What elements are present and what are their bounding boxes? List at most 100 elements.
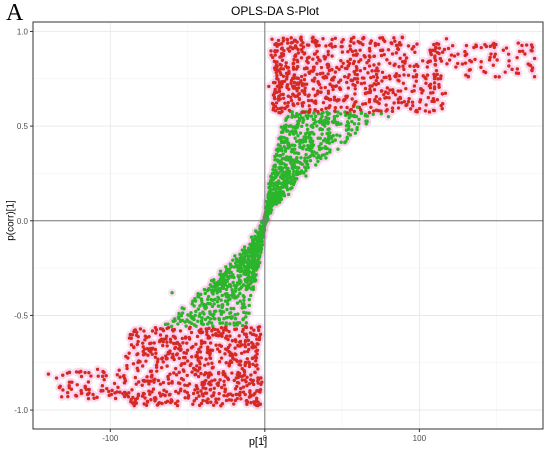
significant-point [392, 101, 396, 105]
nonsignificant-point [202, 287, 207, 292]
significant-point [190, 370, 194, 374]
nonsignificant-point [299, 145, 303, 150]
significant-point [383, 90, 388, 94]
nonsignificant-point [308, 154, 312, 159]
significant-point [434, 68, 439, 73]
nonsignificant-point [196, 307, 201, 311]
significant-point [299, 79, 303, 83]
significant-point [384, 75, 388, 80]
significant-point [316, 55, 320, 59]
significant-point [347, 73, 351, 77]
nonsignificant-point [317, 144, 321, 149]
significant-point [348, 44, 352, 48]
nonsignificant-point [325, 131, 329, 136]
nonsignificant-point [177, 311, 181, 316]
nonsignificant-point [295, 169, 299, 173]
nonsignificant-point [298, 142, 302, 146]
nonsignificant-point [214, 283, 219, 288]
nonsignificant-point [306, 165, 310, 170]
nonsignificant-point [241, 251, 246, 255]
nonsignificant-point [206, 288, 210, 292]
significant-point [376, 42, 381, 47]
significant-point [350, 97, 354, 101]
significant-point [177, 370, 181, 375]
nonsignificant-point [288, 132, 292, 136]
nonsignificant-point [345, 135, 349, 140]
significant-point [183, 389, 187, 393]
nonsignificant-point [219, 274, 224, 278]
significant-point [394, 74, 398, 79]
significant-point [169, 340, 173, 344]
nonsignificant-point [256, 263, 261, 267]
nonsignificant-point [202, 312, 206, 316]
nonsignificant-point [220, 276, 224, 281]
significant-point [289, 98, 294, 103]
nonsignificant-point [316, 159, 320, 164]
nonsignificant-point [218, 289, 222, 293]
significant-point [434, 45, 438, 49]
nonsignificant-point [206, 315, 210, 320]
significant-point [346, 86, 351, 90]
significant-point [275, 76, 279, 81]
significant-point [376, 69, 380, 73]
significant-point [416, 64, 420, 69]
nonsignificant-point [303, 139, 308, 144]
nonsignificant-point [171, 319, 175, 323]
significant-point [393, 62, 397, 66]
significant-point [432, 77, 437, 81]
nonsignificant-point [274, 191, 278, 196]
significant-point [369, 105, 373, 109]
nonsignificant-point [235, 301, 240, 305]
nonsignificant-point [242, 272, 246, 276]
significant-point [279, 72, 283, 77]
nonsignificant-point [291, 174, 296, 179]
nonsignificant-point [231, 280, 235, 285]
significant-point [408, 107, 413, 111]
nonsignificant-point [240, 302, 245, 306]
significant-point [211, 403, 216, 407]
significant-point [308, 107, 312, 112]
nonsignificant-point [211, 324, 215, 328]
nonsignificant-point [274, 187, 278, 191]
nonsignificant-point [228, 311, 233, 315]
significant-point [199, 341, 204, 346]
nonsignificant-point [253, 262, 258, 266]
nonsignificant-point [364, 122, 368, 126]
significant-point [286, 94, 290, 98]
significant-point [426, 95, 430, 100]
significant-point [372, 54, 377, 58]
nonsignificant-point [309, 114, 314, 118]
significant-point [279, 63, 283, 67]
nonsignificant-point [304, 161, 308, 165]
nonsignificant-point [203, 291, 207, 296]
nonsignificant-point [242, 245, 247, 249]
nonsignificant-point [191, 299, 195, 303]
significant-point [289, 95, 293, 100]
nonsignificant-point [295, 125, 299, 130]
significant-point [290, 46, 294, 50]
significant-point [414, 79, 419, 83]
nonsignificant-point [292, 151, 297, 155]
nonsignificant-point [315, 124, 319, 128]
significant-point [388, 88, 392, 92]
significant-point [197, 347, 201, 352]
significant-point [325, 96, 329, 101]
nonsignificant-point [232, 306, 236, 311]
nonsignificant-point [189, 321, 194, 325]
nonsignificant-point [328, 150, 332, 154]
nonsignificant-point [250, 264, 255, 268]
significant-point [301, 41, 305, 45]
nonsignificant-point [352, 122, 357, 126]
significant-point [312, 79, 316, 83]
nonsignificant-point [298, 171, 302, 176]
nonsignificant-point [275, 158, 280, 162]
significant-point [324, 106, 328, 111]
nonsignificant-point [249, 235, 254, 239]
nonsignificant-point [290, 115, 294, 119]
significant-point [403, 61, 407, 65]
significant-point [353, 100, 357, 104]
nonsignificant-point [313, 114, 318, 119]
nonsignificant-point [197, 314, 201, 318]
significant-point [166, 374, 170, 379]
significant-point [396, 106, 401, 110]
